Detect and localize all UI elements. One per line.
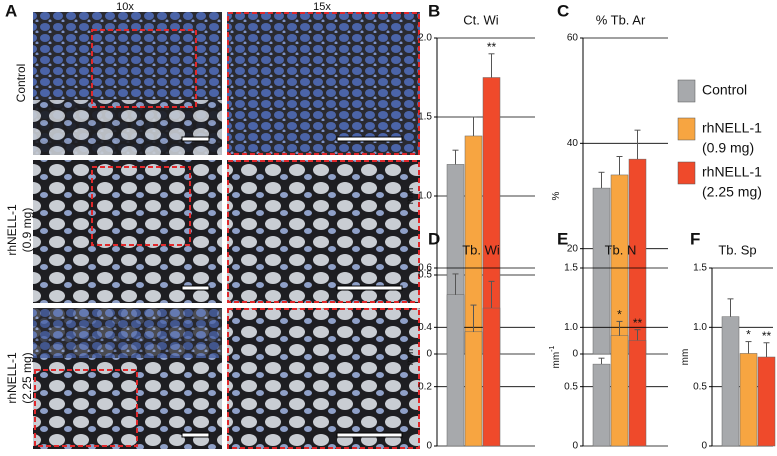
y-tick-label: 0.5 xyxy=(418,270,432,281)
y-tick-label: 60 xyxy=(567,33,579,44)
significance: * xyxy=(617,308,622,322)
y-tick-label: 0 xyxy=(426,441,432,452)
y-tick-label: 0.5 xyxy=(564,381,578,392)
panel-label: E xyxy=(557,229,568,248)
y-tick-label: 0.6 xyxy=(418,263,432,274)
panel-label: C xyxy=(557,1,569,20)
row-label: Control xyxy=(14,64,28,103)
micrographs xyxy=(33,12,420,449)
chart-title: Tb. Sp xyxy=(718,242,756,257)
chart-title: % Tb. Ar xyxy=(596,12,646,27)
y-axis-label-base: mm xyxy=(680,349,691,366)
y-axis-label-sup: -1 xyxy=(549,345,556,351)
bar xyxy=(464,331,483,447)
legend-label: (2.25 mg) xyxy=(702,184,762,200)
y-tick-label: 0.2 xyxy=(418,381,432,392)
bar xyxy=(628,340,647,447)
y-tick-label: 1.0 xyxy=(418,191,432,202)
y-tick-label: 40 xyxy=(567,138,579,149)
bar xyxy=(721,316,740,447)
y-tick-label: 1.5 xyxy=(418,112,432,123)
panel-label: D xyxy=(428,229,440,248)
y-tick-label: 0.5 xyxy=(693,381,707,392)
y-tick-label: 1.0 xyxy=(693,322,707,333)
bar xyxy=(610,335,629,447)
y-tick-label: 20 xyxy=(567,243,579,254)
y-axis-label: mm xyxy=(405,188,416,205)
y-axis-label-base: % xyxy=(551,191,562,200)
legend-label: rhNELL-1 xyxy=(702,164,762,180)
legend-swatch xyxy=(677,117,696,141)
bar xyxy=(739,353,758,447)
legend-swatch xyxy=(677,161,696,185)
legend: Control rhNELL-1 (0.9 mg) rhNELL-1 (2.25 mg) xyxy=(677,79,762,200)
y-axis-label-base: mm xyxy=(405,188,416,205)
bar xyxy=(482,307,501,447)
y-tick-label: 1.5 xyxy=(693,263,707,274)
bar xyxy=(592,363,611,447)
y-tick-label: 0 xyxy=(572,441,578,452)
legend-label: Control xyxy=(702,82,747,98)
row-label: (2.25 mg) xyxy=(20,352,34,403)
y-axis-label-base: mm xyxy=(405,349,416,366)
legend-swatch xyxy=(677,79,696,103)
y-axis-label: % xyxy=(551,191,562,200)
column-label: 15x xyxy=(313,1,331,13)
y-axis-label: mm xyxy=(405,349,416,366)
bar xyxy=(757,356,776,447)
y-tick-label: 1.0 xyxy=(564,322,578,333)
row-label: rhNELL-1 xyxy=(5,204,19,256)
significance: * xyxy=(746,328,751,342)
panel-label: B xyxy=(428,1,440,20)
chart-title: Tb. Wi xyxy=(462,242,500,257)
legend-label: rhNELL-1 xyxy=(702,120,762,136)
y-tick-label: 2.0 xyxy=(418,33,432,44)
row-label: rhNELL-1 xyxy=(5,352,19,404)
y-tick-label: 1.5 xyxy=(564,263,578,274)
bar xyxy=(592,187,611,355)
y-tick-label: 0 xyxy=(701,441,707,452)
column-label: 10x xyxy=(116,1,134,13)
significance: ** xyxy=(487,40,497,54)
y-axis-label: mm xyxy=(680,349,691,366)
chart-title: Tb. N xyxy=(605,242,637,257)
bar xyxy=(446,294,465,447)
y-tick-label: 0.4 xyxy=(418,322,432,333)
row-label: (0.9 mg) xyxy=(20,208,34,253)
y-tick-label: 0 xyxy=(572,349,578,360)
panel-label: F xyxy=(690,229,700,248)
y-axis-label-base: mm xyxy=(551,352,562,369)
chart-title: Ct. Wi xyxy=(463,12,498,27)
y-tick-label: 0 xyxy=(426,349,432,360)
significance: ** xyxy=(633,316,643,330)
significance: ** xyxy=(762,329,772,343)
panel-label: A xyxy=(5,1,17,20)
legend-label: (0.9 mg) xyxy=(702,140,754,156)
y-axis-label: mm-1 xyxy=(549,345,562,368)
